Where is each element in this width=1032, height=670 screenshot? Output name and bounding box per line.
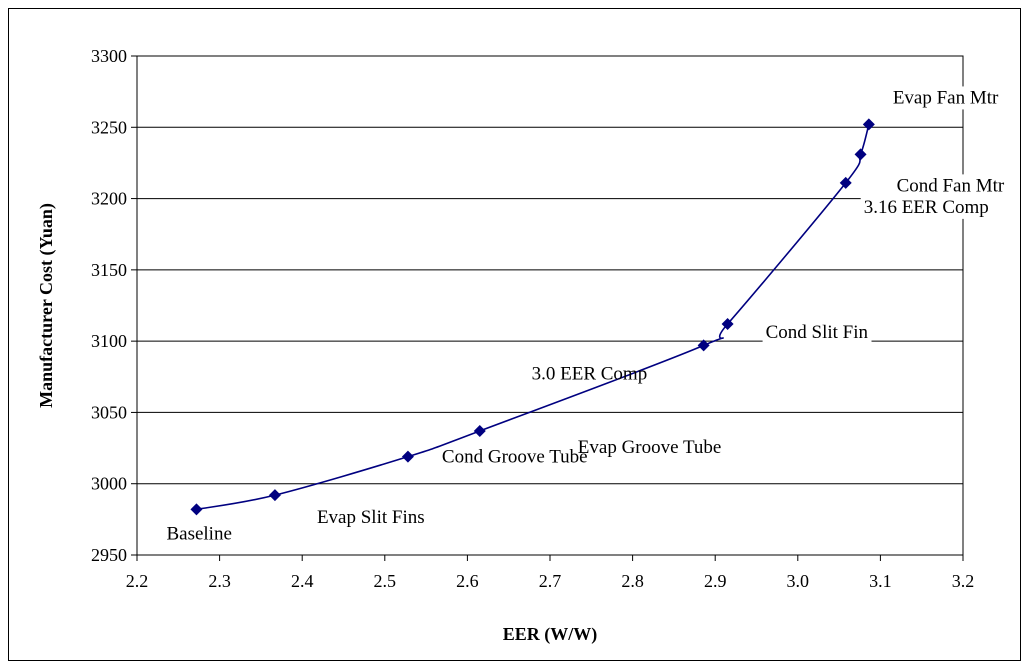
point-label-bg <box>163 522 235 546</box>
plot-area <box>136 55 964 556</box>
point-label: Cond Groove Tube <box>442 447 588 468</box>
y-tick-label: 3250 <box>91 117 127 137</box>
point-label-bg <box>528 362 651 386</box>
point-label-bg <box>889 86 1003 110</box>
y-tick-label: 3150 <box>91 260 127 280</box>
point-label: Baseline <box>166 523 231 544</box>
y-tick-label: 3000 <box>91 474 127 494</box>
point-label-bg <box>893 174 1008 198</box>
point-label: Evap Slit Fins <box>317 507 425 528</box>
y-tick-label: 3050 <box>91 402 127 422</box>
axis-ticks: 2950 3000 3050 3100 3150 3200 3250 3300 2.2 2.3 2.… <box>91 46 974 591</box>
y-tick-label: 3200 <box>91 189 127 209</box>
y-tick-label: 2950 <box>91 545 127 565</box>
point-label-bg <box>574 435 725 459</box>
x-tick-label: 2.8 <box>621 571 644 591</box>
point-label: Cond Fan Mtr <box>897 175 1005 196</box>
point-label-bg <box>313 506 428 530</box>
series-line <box>196 124 870 511</box>
x-tick-label: 2.5 <box>374 571 397 591</box>
data-point-marker <box>401 450 414 463</box>
x-tick-label: 2.6 <box>456 571 479 591</box>
x-tick-label: 2.2 <box>126 571 149 591</box>
data-point-marker <box>190 503 203 516</box>
point-label-bg <box>438 445 591 469</box>
x-tick-label: 3.2 <box>952 571 975 591</box>
y-tick-label: 3300 <box>91 46 127 66</box>
point-label-bg <box>860 195 992 219</box>
point-label-bg <box>762 321 872 345</box>
data-markers <box>190 118 875 516</box>
y-axis-title: Manufacturer Cost (Yuan) <box>36 203 57 408</box>
x-tick-label: 3.0 <box>787 571 810 591</box>
data-point-marker <box>862 118 875 131</box>
point-label: Cond Slit Fin <box>766 322 869 343</box>
point-label: Evap Fan Mtr <box>893 87 999 108</box>
y-tick-label: 3100 <box>91 331 127 351</box>
x-axis-title: EER (W/W) <box>503 624 598 645</box>
point-label: 3.0 EER Comp <box>532 363 648 384</box>
data-point-marker <box>721 318 734 331</box>
data-point-marker <box>854 148 867 161</box>
point-label: Evap Groove Tube <box>578 437 722 458</box>
data-point-marker <box>268 489 281 502</box>
x-tick-label: 2.3 <box>208 571 231 591</box>
x-tick-label: 2.4 <box>291 571 314 591</box>
annotation-backgrounds <box>163 86 1008 546</box>
gridlines <box>137 126 963 485</box>
x-tick-label: 2.7 <box>539 571 562 591</box>
data-point-marker <box>839 176 852 189</box>
data-point-marker <box>473 424 486 437</box>
point-label: 3.16 EER Comp <box>864 197 989 218</box>
x-tick-label: 3.1 <box>869 571 892 591</box>
data-point-marker <box>697 339 710 352</box>
x-tick-label: 2.9 <box>704 571 727 591</box>
